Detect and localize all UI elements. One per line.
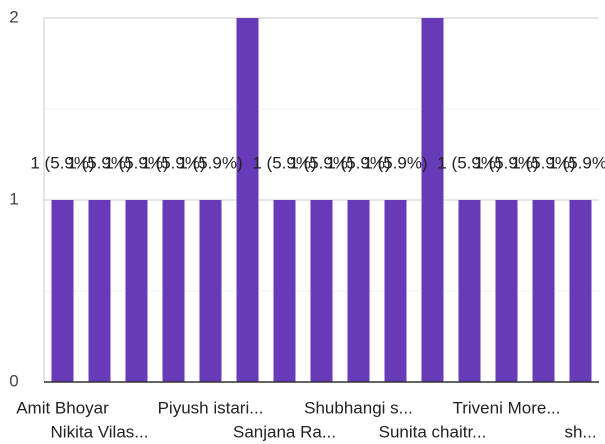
data-label: 1 (5.9%) xyxy=(30,153,94,172)
y-tick-label: 1 xyxy=(9,189,18,208)
bar xyxy=(51,200,74,382)
data-label: 1 (5.9%) xyxy=(141,153,205,172)
bar xyxy=(236,18,259,382)
bar xyxy=(532,200,555,382)
data-label: 1 (5.9%) xyxy=(326,153,390,172)
x-tick-label: Nikita Vilas... xyxy=(51,422,149,441)
data-label: 1 (5.9%) xyxy=(548,153,605,172)
data-label: 1 (5.9%) xyxy=(67,153,131,172)
data-label: 1 (5.9%) xyxy=(511,153,575,172)
data-label: 1 (5.9%) xyxy=(474,153,538,172)
x-tick-label: Shubhangi s... xyxy=(304,398,413,417)
bar xyxy=(421,18,444,382)
x-tick-label: Triveni More... xyxy=(452,398,560,417)
x-tick-label: sh... xyxy=(564,422,596,441)
bar xyxy=(347,200,370,382)
data-label: 1 (5.9%) xyxy=(437,153,501,172)
bar xyxy=(273,200,296,382)
data-label: 1 (5.9%) xyxy=(289,153,353,172)
bar xyxy=(199,200,222,382)
data-label: 1 (5.9%) xyxy=(104,153,168,172)
bar xyxy=(310,200,333,382)
x-tick-label: Amit Bhoyar xyxy=(16,398,109,417)
y-tick-label: 2 xyxy=(9,7,18,26)
bar xyxy=(88,200,111,382)
bar xyxy=(495,200,518,382)
x-tick-label: Sanjana Ra... xyxy=(233,422,336,441)
bar xyxy=(162,200,185,382)
data-label: 1 (5.9%) xyxy=(178,153,242,172)
y-tick-label: 0 xyxy=(9,371,18,390)
x-tick-label: Piyush istari... xyxy=(158,398,264,417)
bar xyxy=(384,200,407,382)
bar xyxy=(125,200,148,382)
bar xyxy=(458,200,481,382)
bar xyxy=(569,200,592,382)
data-label: 1 (5.9%) xyxy=(252,153,316,172)
x-tick-label: Sunita chaitr... xyxy=(379,422,487,441)
data-label: 1 (5.9%) xyxy=(363,153,427,172)
